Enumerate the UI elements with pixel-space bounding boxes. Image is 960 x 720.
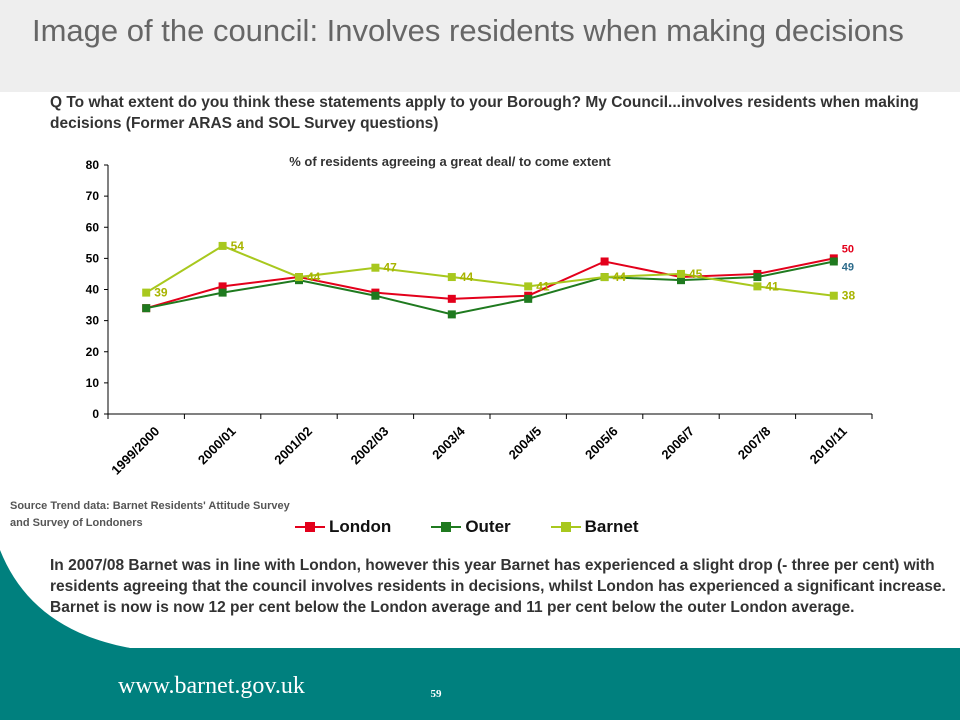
point-outer: [524, 294, 533, 303]
point-outer: [447, 310, 456, 319]
point-outer: [142, 304, 151, 313]
point-outer: [829, 257, 838, 266]
series-line-london: [145, 257, 834, 310]
data-label-barnet: 54: [231, 239, 245, 253]
title-bar: [0, 0, 960, 92]
slide-title: Image of the council: Involves residents…: [32, 13, 904, 48]
x-tick-label: 2007/8: [735, 424, 774, 463]
series-layer: [142, 241, 838, 319]
data-label-barnet: 38: [842, 289, 856, 303]
y-tick-label: 40: [86, 283, 100, 297]
series-line-outer: [146, 260, 834, 316]
legend-item-barnet: Barnet: [550, 517, 639, 537]
data-label-barnet: 45: [689, 267, 703, 281]
x-tick-label: 2005/6: [582, 424, 621, 463]
series-line-barnet: [145, 244, 834, 297]
point-barnet: [753, 282, 762, 291]
source-note: Source Trend data: Barnet Residents' Att…: [10, 500, 290, 529]
x-tick-label: 2004/5: [506, 424, 545, 463]
x-tick-label: 2003/4: [429, 423, 468, 462]
point-barnet: [218, 241, 227, 250]
point-barnet: [524, 282, 533, 291]
data-labels: 50 49 39 54 44 47 44 41 44 45 41 38: [154, 239, 855, 303]
point-barnet: [600, 273, 609, 282]
data-label-barnet: 44: [307, 270, 321, 284]
page-number: 59: [430, 688, 442, 700]
point-barnet: [829, 291, 838, 300]
point-outer: [218, 288, 227, 297]
y-tick-label: 70: [86, 189, 100, 203]
y-tick-label: 50: [86, 251, 100, 265]
line-chart: 0 10 20 30 40 50 60 70 80 1999/2000 2000/01 2001/02…: [86, 154, 873, 478]
legend-swatch-barnet: [550, 522, 581, 532]
x-tick-label: 2006/7: [658, 424, 697, 463]
point-london: [600, 257, 609, 266]
x-tick-label: 2000/01: [195, 424, 239, 468]
data-label-barnet: 47: [383, 261, 397, 275]
legend-label-barnet: Barnet: [584, 517, 639, 536]
survey-question: Q To what extent do you think these stat…: [50, 94, 919, 132]
data-label-london: 50: [842, 243, 854, 255]
data-label-barnet: 39: [154, 286, 168, 300]
y-tick-label: 0: [92, 407, 99, 421]
point-barnet: [447, 273, 456, 282]
legend-item-outer: Outer: [431, 517, 511, 537]
data-label-barnet: 41: [765, 279, 779, 293]
chart-legend: London Outer Barnet: [295, 516, 679, 538]
chart-title: % of residents agreeing a great deal/ to…: [289, 154, 611, 169]
point-outer: [371, 291, 380, 300]
legend-swatch-london: [295, 522, 325, 532]
y-tick-label: 30: [86, 314, 100, 328]
footer-band: [0, 648, 960, 720]
point-london: [447, 294, 456, 303]
website-link[interactable]: www.barnet.gov.uk: [118, 673, 305, 699]
point-barnet: [295, 273, 303, 282]
point-london: [218, 282, 227, 291]
y-tick-label: 80: [86, 158, 100, 172]
data-label-barnet: 41: [536, 279, 550, 293]
legend-item-london: London: [295, 517, 391, 537]
data-label-outer: 49: [842, 261, 854, 273]
point-barnet: [142, 288, 151, 297]
data-label-barnet: 44: [613, 270, 627, 284]
point-outer: [753, 273, 762, 282]
point-barnet: [677, 269, 685, 278]
legend-label-london: London: [329, 517, 392, 536]
x-tick-label: 2002/03: [348, 424, 392, 468]
axes: 0 10 20 30 40 50 60 70 80 1999/2000 2000/01 2001/02…: [86, 158, 873, 478]
legend-label-outer: Outer: [465, 517, 511, 536]
y-tick-label: 10: [86, 376, 100, 390]
x-tick-label: 1999/2000: [108, 424, 162, 478]
legend-swatch-outer: [431, 522, 462, 532]
summary-text: In 2007/08 Barnet was in line with Londo…: [50, 557, 946, 616]
y-tick-label: 20: [86, 345, 100, 359]
x-tick-label: 2010/11: [807, 424, 850, 467]
y-tick-label: 60: [86, 220, 100, 234]
x-tick-label: 2001/02: [271, 424, 315, 468]
point-outer: [677, 276, 685, 285]
data-label-barnet: 44: [460, 270, 474, 284]
point-barnet: [371, 263, 380, 272]
